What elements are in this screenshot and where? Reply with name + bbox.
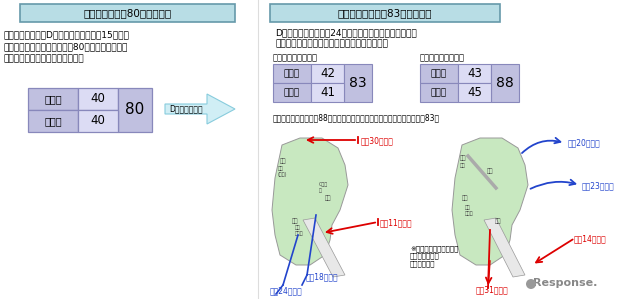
Text: 南風運用時の時間値: 南風運用時の時間値 [273, 53, 318, 62]
Text: 43: 43 [467, 67, 482, 80]
Polygon shape [272, 138, 348, 265]
Text: 出発23機／時: 出発23機／時 [582, 181, 615, 190]
Bar [491, 64, 519, 102]
Text: 実測: 実測 [495, 218, 502, 224]
Text: 45: 45 [467, 86, 482, 99]
Text: 88: 88 [496, 76, 514, 90]
Text: 到着機: 到着機 [284, 88, 300, 97]
Bar [420, 83, 458, 102]
Text: 出発機: 出発機 [44, 94, 62, 104]
Text: 人工
滑走路: 人工 滑走路 [465, 205, 474, 216]
Text: 管制シミュレーターにより、80回／時での運用が: 管制シミュレーターにより、80回／時での運用が [4, 42, 129, 51]
Text: 実測
(小見): 実測 (小見) [278, 166, 287, 177]
Bar [78, 88, 118, 110]
Text: 42: 42 [320, 67, 335, 80]
Bar [28, 110, 78, 132]
Text: R: R [528, 280, 534, 289]
Polygon shape [484, 218, 525, 277]
Text: 40: 40 [91, 115, 106, 127]
Text: 現行の時間値（80回／時間）: 現行の時間値（80回／時間） [83, 8, 172, 18]
Bar [311, 64, 344, 83]
Text: 実測: 実測 [462, 195, 468, 201]
Text: 到着11機／時: 到着11機／時 [380, 218, 413, 227]
Text: 到着31機／時: 到着31機／時 [476, 285, 509, 294]
Text: 40: 40 [91, 92, 106, 106]
Polygon shape [303, 218, 345, 277]
Text: 出発18機／時: 出発18機／時 [306, 272, 339, 281]
Text: Response.: Response. [533, 278, 597, 288]
Text: 到着機: 到着機 [431, 88, 447, 97]
Text: 出発24機／時: 出発24機／時 [270, 286, 303, 295]
Text: 検証後の時間値（83回／時間）: 検証後の時間値（83回／時間） [338, 8, 432, 18]
Text: 41: 41 [320, 86, 335, 99]
Bar [78, 110, 118, 132]
Bar [458, 83, 491, 102]
Text: 到着30機／時: 到着30機／時 [361, 136, 394, 145]
Text: D滑走路供用後: D滑走路供用後 [169, 104, 203, 114]
Text: 出発機: 出発機 [284, 69, 300, 78]
Bar [273, 83, 311, 102]
Text: 出発20機／時: 出発20機／時 [568, 138, 601, 147]
Bar [20, 4, 235, 22]
Text: 可能であることを検証したもの。: 可能であることを検証したもの。 [4, 54, 84, 63]
Text: 実測: 実測 [280, 158, 287, 164]
Bar [28, 88, 78, 110]
Text: D滑走路供用後（平成24年度）、滑走路処理能力算出に: D滑走路供用後（平成24年度）、滑走路処理能力算出に [275, 28, 417, 37]
Text: 到着機: 到着機 [44, 116, 62, 126]
Circle shape [526, 279, 536, 289]
Text: 出発
滑走路: 出発 滑走路 [295, 225, 303, 236]
Text: C滑走
路: C滑走 路 [319, 182, 328, 193]
Bar [118, 88, 152, 132]
Bar [311, 83, 344, 102]
Bar [344, 64, 372, 102]
Bar [420, 64, 458, 83]
Text: 実測: 実測 [325, 195, 332, 201]
Polygon shape [165, 94, 235, 124]
Text: 北風運用時は時間値は88が上限だが、南風運用時にそろえると、上限は83。: 北風運用時は時間値は88が上限だが、南風運用時にそろえると、上限は83。 [273, 113, 440, 122]
Bar [270, 4, 500, 22]
Text: 現行の時間値は、D滑走路供用前（平成15年）に: 現行の時間値は、D滑走路供用前（平成15年）に [4, 30, 130, 39]
Text: 実測: 実測 [292, 218, 298, 224]
Text: 実測: 実測 [460, 163, 466, 168]
Text: 必要な区間の航空機実績データを計測し検証。: 必要な区間の航空機実績データを計測し検証。 [275, 39, 388, 48]
Bar [273, 64, 311, 83]
Text: 到着14機／時: 到着14機／時 [574, 234, 607, 243]
Text: 北風運用時の時間値: 北風運用時の時間値 [420, 53, 465, 62]
Text: 実測: 実測 [487, 168, 493, 174]
Text: ※「実測」の範囲におい
て、滑走路占有
時間を計測。: ※「実測」の範囲におい て、滑走路占有 時間を計測。 [410, 245, 458, 267]
Text: 80: 80 [125, 103, 145, 118]
Bar [458, 64, 491, 83]
Polygon shape [452, 138, 528, 265]
Text: 実測: 実測 [460, 155, 467, 161]
Text: 83: 83 [349, 76, 367, 90]
Text: 出発機: 出発機 [431, 69, 447, 78]
